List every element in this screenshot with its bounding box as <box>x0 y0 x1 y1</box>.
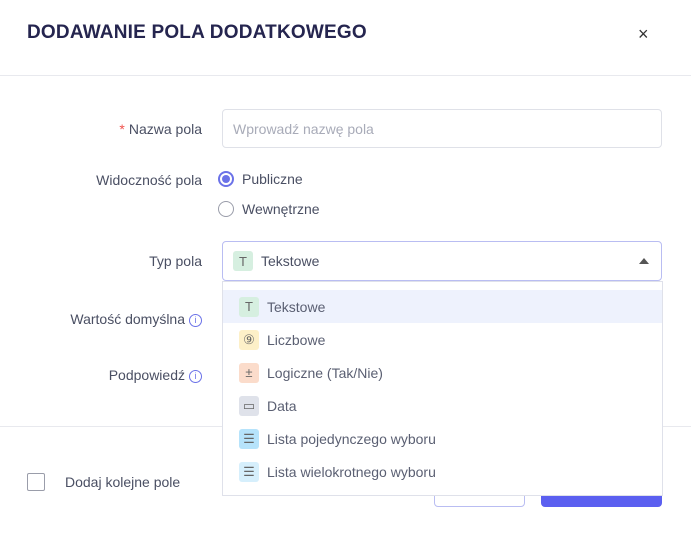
multi-list-icon: ☰ <box>239 461 259 482</box>
radio-unchecked-icon <box>218 201 234 217</box>
field-type-select[interactable]: T Tekstowe <box>222 241 662 281</box>
radio-label: Publiczne <box>242 171 303 187</box>
name-label: * Nazwa pola <box>119 121 202 137</box>
dialog-title: DODAWANIE POLA DODATKOWEGO <box>27 22 367 43</box>
default-value-label: Wartość domyślna i <box>70 311 202 327</box>
required-mark: * <box>119 121 125 137</box>
radio-internal[interactable]: Wewnętrzne <box>218 201 320 217</box>
label-text: Podpowiedź <box>108 367 185 383</box>
radio-label: Wewnętrzne <box>242 201 320 217</box>
radio-public[interactable]: Publiczne <box>218 171 303 187</box>
text-icon: T <box>233 251 253 271</box>
option-label: Lista wielokrotnego wyboru <box>267 463 436 480</box>
info-icon[interactable]: i <box>189 314 202 327</box>
dropdown-option[interactable]: ▭ Data <box>223 389 662 422</box>
number-icon: ⑨ <box>239 329 259 350</box>
add-another-checkbox[interactable] <box>27 473 45 491</box>
info-icon[interactable]: i <box>189 370 202 383</box>
visibility-label: Widoczność pola <box>96 172 202 188</box>
header-divider <box>0 75 691 76</box>
hint-label: Podpowiedź i <box>109 367 202 383</box>
dropdown-option[interactable]: ± Logiczne (Tak/Nie) <box>223 356 662 389</box>
name-label-text: Nazwa pola <box>128 121 202 137</box>
option-label: Logiczne (Tak/Nie) <box>267 364 383 381</box>
add-another-label[interactable]: Dodaj kolejne pole <box>65 474 181 490</box>
dropdown-option[interactable]: ☰ Lista pojedynczego wyboru <box>223 422 662 455</box>
option-label: Data <box>267 397 297 414</box>
radio-checked-icon <box>218 171 234 187</box>
type-label: Typ pola <box>149 253 202 269</box>
calendar-icon: ▭ <box>239 395 259 416</box>
text-icon: T <box>239 296 259 317</box>
dropdown-option[interactable]: ⑨ Liczbowe <box>223 323 662 356</box>
dropdown-option[interactable]: ☰ Lista wielokrotnego wyboru <box>223 455 662 488</box>
option-label: Tekstowe <box>267 298 326 315</box>
option-label: Liczbowe <box>267 331 326 348</box>
caret-up-icon <box>639 258 649 264</box>
label-text: Wartość domyślna <box>70 311 185 327</box>
field-name-input[interactable] <box>222 109 662 148</box>
plus-minus-icon: ± <box>239 362 259 383</box>
option-label: Lista pojedynczego wyboru <box>267 430 436 447</box>
single-list-icon: ☰ <box>239 428 259 449</box>
field-type-dropdown: T Tekstowe ⑨ Liczbowe ± Logiczne (Tak/Nie) ▭ Da… <box>222 281 663 496</box>
dropdown-option[interactable]: T Tekstowe <box>223 290 662 323</box>
select-value: Tekstowe <box>261 253 320 269</box>
close-icon[interactable]: × <box>638 24 649 44</box>
